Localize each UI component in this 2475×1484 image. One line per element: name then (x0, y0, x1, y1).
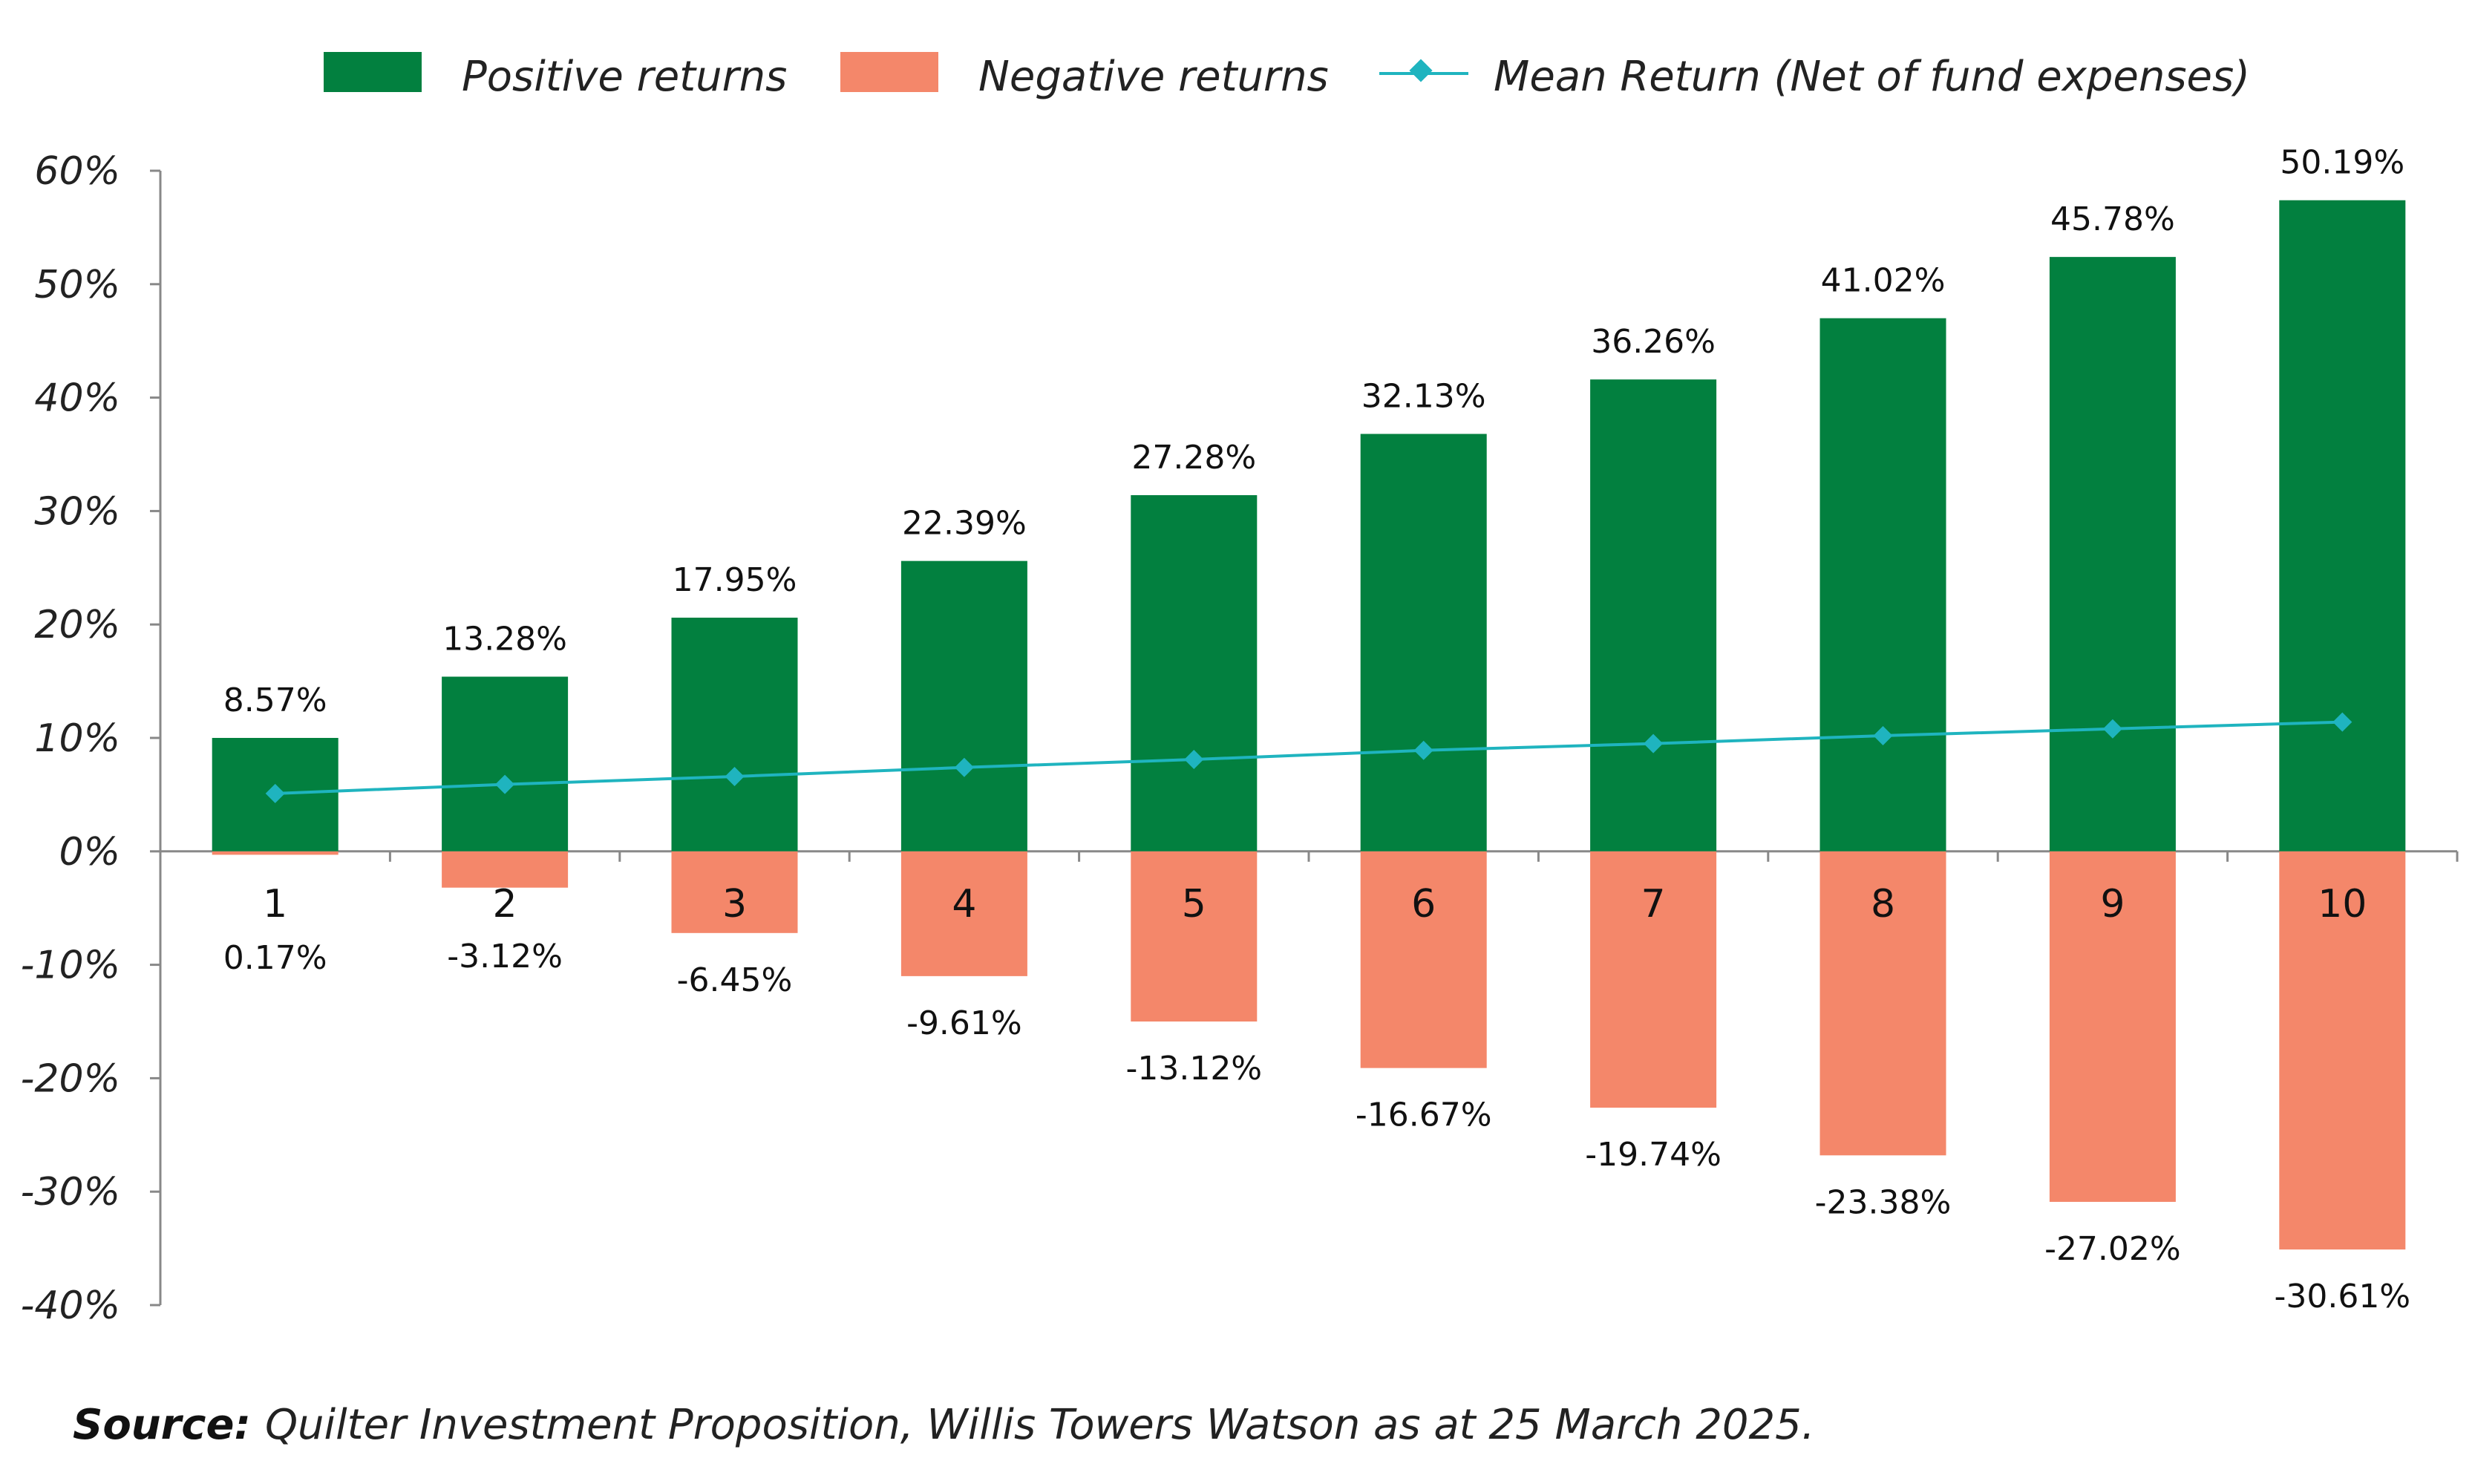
positive-value-label: 27.28% (1131, 439, 1256, 477)
y-tick-label: -30% (21, 1170, 120, 1215)
positive-bar (671, 618, 798, 851)
legend-positive-label: Positive returns (462, 53, 787, 101)
positive-bar (1360, 434, 1487, 851)
labels: 1 2 3 4 5 6 7 8 9 10 8.57% 13.28% 17.95% 22.39% 27.28%… (223, 144, 2410, 1315)
mean-point (2332, 712, 2353, 732)
positive-bar (900, 560, 1027, 851)
mean-point (265, 783, 285, 803)
positive-value-label: 45.78% (2050, 200, 2175, 238)
negative-bar (900, 851, 1027, 976)
category-label: 10 (2318, 882, 2367, 926)
y-tick-label: -40% (21, 1284, 120, 1328)
y-tick-label: 10% (34, 716, 120, 761)
legend-mean-marker-icon (1409, 59, 1433, 82)
negative-value-label: -3.12% (447, 938, 563, 975)
category-label: 3 (722, 882, 747, 926)
positive-value-label: 32.13% (1361, 377, 1486, 415)
positive-bar (2049, 257, 2176, 851)
mean-point (954, 757, 974, 777)
negative-value-label: -30.61% (2274, 1278, 2410, 1315)
negative-bar (1360, 851, 1487, 1068)
source-label: Source: (73, 1401, 251, 1449)
negative-bar (671, 851, 798, 933)
positive-bar (1131, 495, 1258, 851)
mean-line-series (265, 712, 2353, 803)
y-tick-label: 40% (34, 376, 120, 421)
negative-value-label: -13.12% (1125, 1050, 1262, 1088)
negative-value-label: -9.61% (906, 1004, 1022, 1042)
category-label: 9 (2100, 882, 2125, 926)
negative-value-label: 0.17% (223, 939, 327, 977)
positive-value-label: 17.95% (673, 561, 797, 599)
positive-value-label: 50.19% (2280, 144, 2404, 182)
positive-bar (1820, 318, 1946, 851)
negative-value-label: -19.74% (1585, 1136, 1722, 1174)
negative-bar (2279, 851, 2406, 1250)
negative-value-label: -23.38% (1815, 1183, 1952, 1221)
positive-value-label: 41.02% (1821, 262, 1946, 300)
negative-bar (1820, 851, 1946, 1156)
category-label: 2 (493, 882, 517, 926)
y-tick-label: -10% (21, 944, 120, 988)
y-tick-label: 60% (34, 149, 120, 194)
category-label: 4 (952, 882, 976, 926)
category-label: 1 (263, 882, 287, 926)
mean-line (275, 720, 2343, 795)
source-text: Quilter Investment Proposition, Willis T… (265, 1401, 1815, 1449)
legend-negative-label: Negative returns (978, 53, 1329, 101)
negative-value-label: -6.45% (677, 961, 793, 999)
legend: Positive returns Negative returns Mean R… (324, 52, 2250, 101)
category-label: 5 (1182, 882, 1206, 926)
positive-value-label: 13.28% (442, 620, 567, 658)
negative-bar (1131, 851, 1258, 1022)
mean-point (1184, 750, 1204, 770)
legend-mean-label: Mean Return (Net of fund expenses) (1494, 53, 2250, 101)
negative-bar (2049, 851, 2176, 1202)
positive-bar (1590, 379, 1717, 851)
y-tick-label: 30% (34, 489, 120, 534)
legend-positive-swatch (324, 52, 422, 92)
mean-point (2102, 719, 2122, 739)
negative-bar (212, 851, 339, 855)
mean-point (1413, 740, 1433, 760)
mean-point (1644, 733, 1664, 754)
positive-value-label: 22.39% (902, 505, 1027, 543)
category-label: 7 (1641, 882, 1666, 926)
y-tick-label: -20% (21, 1056, 120, 1101)
mean-point (495, 774, 515, 794)
negative-bar (442, 851, 569, 888)
source-note: Source: Quilter Investment Proposition, … (73, 1401, 1815, 1449)
legend-negative-swatch (840, 52, 938, 92)
negative-bar (1590, 851, 1717, 1108)
mean-point (1873, 725, 1893, 745)
positive-value-label: 36.26% (1591, 323, 1716, 361)
y-tick-label: 0% (59, 830, 121, 875)
y-tick-label: 20% (34, 603, 120, 647)
positive-value-label: 8.57% (223, 681, 327, 719)
y-tick-label: 50% (34, 263, 120, 307)
category-label: 8 (1871, 882, 1895, 926)
positive-bar (442, 676, 569, 851)
negative-value-label: -16.67% (1356, 1096, 1492, 1134)
category-label: 6 (1411, 882, 1436, 926)
negative-value-label: -27.02% (2044, 1230, 2181, 1268)
positive-bar (2279, 200, 2406, 851)
bars (212, 200, 2406, 1250)
mean-point (725, 766, 745, 786)
